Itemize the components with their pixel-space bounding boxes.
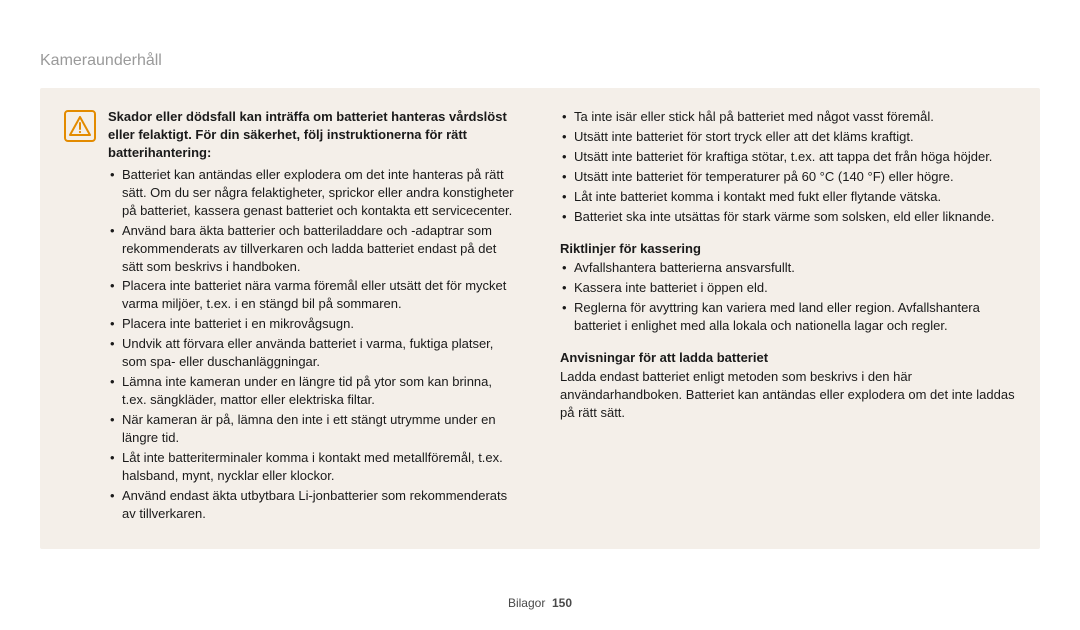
list-item: Batteriet kan antändas eller explodera o… [108,166,520,220]
list-item: Undvik att förvara eller använda batteri… [108,335,520,371]
page: Kameraunderhåll Skador eller dödsfall ka… [0,0,1080,630]
left-text: Skador eller dödsfall kan inträffa om ba… [108,108,520,525]
list-item: Kassera inte batteriet i öppen eld. [560,279,1016,297]
left-bullet-list: Batteriet kan antändas eller explodera o… [108,166,520,523]
right-top-bullet-list: Ta inte isär eller stick hål på batterie… [560,108,1016,226]
list-item: Ta inte isär eller stick hål på batterie… [560,108,1016,126]
footer-page-number: 150 [552,596,572,610]
warning-intro: Skador eller dödsfall kan inträffa om ba… [108,108,520,162]
list-item: Låt inte batteriet komma i kontakt med f… [560,188,1016,206]
left-column: Skador eller dödsfall kan inträffa om ba… [64,108,520,525]
list-item: Lämna inte kameran under en längre tid p… [108,373,520,409]
warning-icon [64,110,96,142]
list-item: Låt inte batteriterminaler komma i konta… [108,449,520,485]
footer-label: Bilagor [508,596,545,610]
charging-text: Ladda endast batteriet enligt metoden so… [560,368,1016,422]
list-item: Avfallshantera batterierna ansvarsfullt. [560,259,1016,277]
list-item: Utsätt inte batteriet för stort tryck el… [560,128,1016,146]
list-item: Använd bara äkta batterier och batterila… [108,222,520,276]
list-item: Använd endast äkta utbytbara Li-jonbatte… [108,487,520,523]
charging-heading: Anvisningar för att ladda batteriet [560,349,1016,367]
list-item: Utsätt inte batteriet för kraftiga stöta… [560,148,1016,166]
left-inner: Skador eller dödsfall kan inträffa om ba… [64,108,520,525]
warning-box: Skador eller dödsfall kan inträffa om ba… [40,88,1040,549]
disposal-bullet-list: Avfallshantera batterierna ansvarsfullt.… [560,259,1016,335]
list-item: Batteriet ska inte utsättas för stark vä… [560,208,1016,226]
list-item: När kameran är på, lämna den inte i ett … [108,411,520,447]
page-footer: Bilagor 150 [0,596,1080,610]
right-column: Ta inte isär eller stick hål på batterie… [560,108,1016,525]
list-item: Reglerna för avyttring kan variera med l… [560,299,1016,335]
list-item: Placera inte batteriet nära varma föremå… [108,277,520,313]
list-item: Utsätt inte batteriet för temperaturer p… [560,168,1016,186]
disposal-heading: Riktlinjer för kassering [560,240,1016,258]
list-item: Placera inte batteriet i en mikrovågsugn… [108,315,520,333]
section-title: Kameraunderhåll [40,52,1040,70]
